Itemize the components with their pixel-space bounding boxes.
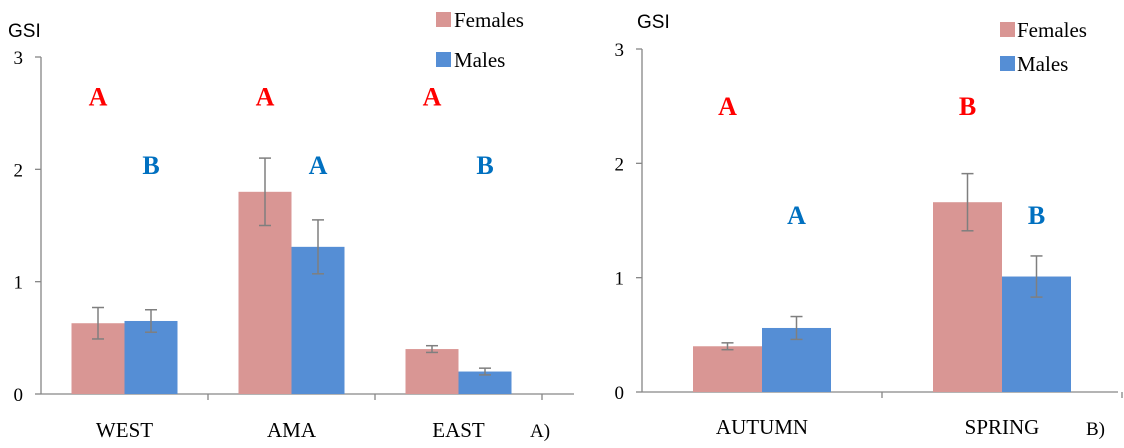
significance-letter: A xyxy=(718,92,737,121)
y-tick-label: 3 xyxy=(615,40,625,61)
bar xyxy=(458,371,512,394)
legend-swatch-females xyxy=(1000,22,1015,37)
axes: 0 1 2 3 WEST AMA EAST xyxy=(14,48,574,442)
y-tick-label: 1 xyxy=(615,269,625,290)
y-tick-label: 2 xyxy=(615,154,625,175)
bar xyxy=(124,320,178,394)
legend: Females Males xyxy=(1000,18,1087,76)
legend-label-females: Females xyxy=(1017,18,1087,42)
panel-label: B) xyxy=(1086,419,1105,440)
significance-letters: A B A A A B xyxy=(89,82,494,180)
y-tick-label: 2 xyxy=(14,160,24,181)
significance-letters: A A B B xyxy=(718,92,1045,230)
y-tick-label: 3 xyxy=(14,48,24,69)
bars xyxy=(71,157,512,394)
x-tick-label: SPRING xyxy=(965,415,1040,439)
legend-swatch-males xyxy=(1000,56,1015,71)
significance-letter: A xyxy=(309,151,328,180)
y-tick-label: 0 xyxy=(14,385,24,406)
x-tick-label: EAST xyxy=(432,418,485,442)
x-tick-label: AMA xyxy=(267,418,317,442)
y-axis-title: GSI xyxy=(637,12,670,33)
significance-letter: A xyxy=(256,82,275,111)
legend-label-males: Males xyxy=(454,48,505,72)
bars xyxy=(693,172,1071,392)
significance-letter: A xyxy=(89,82,108,111)
legend: Females Males xyxy=(436,8,524,72)
x-tick-label: AUTUMN xyxy=(716,415,808,439)
legend-label-males: Males xyxy=(1017,52,1068,76)
bar xyxy=(405,349,459,394)
chart-panel-a: GSI Females Males 0 1 2 3 WEST AMA EAST A B A A A B… xyxy=(8,8,574,442)
panel-label: A) xyxy=(530,421,550,442)
legend-swatch-males xyxy=(436,52,451,67)
significance-letter: B xyxy=(1028,201,1045,230)
legend-label-females: Females xyxy=(454,8,524,32)
significance-letter: B xyxy=(142,151,159,180)
legend-swatch-females xyxy=(436,12,451,27)
significance-letter: A xyxy=(787,201,806,230)
bar xyxy=(693,346,762,392)
significance-letter: A xyxy=(423,82,442,111)
y-axis-title: GSI xyxy=(8,21,41,42)
significance-letter: B xyxy=(959,92,976,121)
y-tick-label: 0 xyxy=(615,383,625,404)
bar xyxy=(933,202,1002,392)
x-tick-label: WEST xyxy=(96,418,153,442)
y-tick-label: 1 xyxy=(14,273,24,294)
significance-letter: B xyxy=(476,151,493,180)
